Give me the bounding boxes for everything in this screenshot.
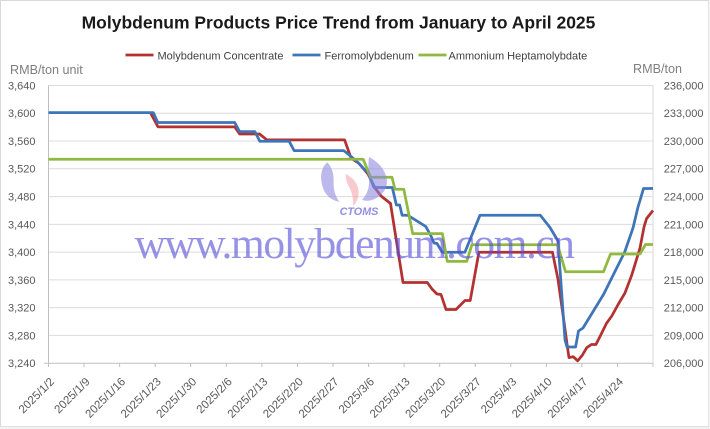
svg-text:215,000: 215,000 <box>664 275 704 287</box>
svg-text:3,600: 3,600 <box>8 108 36 120</box>
svg-text:3,320: 3,320 <box>8 303 36 315</box>
svg-text:221,000: 221,000 <box>664 219 704 231</box>
svg-text:3,480: 3,480 <box>8 192 36 204</box>
svg-text:3,640: 3,640 <box>8 80 36 92</box>
svg-text:224,000: 224,000 <box>664 192 704 204</box>
svg-text:3,360: 3,360 <box>8 275 36 287</box>
svg-text:3,400: 3,400 <box>8 247 36 259</box>
svg-text:3,520: 3,520 <box>8 164 36 176</box>
svg-text:233,000: 233,000 <box>664 108 704 120</box>
svg-text:227,000: 227,000 <box>664 164 704 176</box>
svg-text:3,240: 3,240 <box>8 358 36 370</box>
svg-text:209,000: 209,000 <box>664 330 704 342</box>
svg-text:3,440: 3,440 <box>8 219 36 231</box>
svg-text:236,000: 236,000 <box>664 80 704 92</box>
svg-text:RMB/ton: RMB/ton <box>633 62 682 76</box>
svg-text:Molybdenum Concentrate: Molybdenum Concentrate <box>158 51 284 63</box>
svg-text:Molybdenum Products Price Tren: Molybdenum Products Price Trend from Jan… <box>82 13 596 33</box>
svg-text:RMB/ton unit: RMB/ton unit <box>10 63 83 77</box>
svg-text:206,000: 206,000 <box>664 358 704 370</box>
svg-text:218,000: 218,000 <box>664 247 704 259</box>
svg-text:Ferromolybdenum: Ferromolybdenum <box>325 51 414 63</box>
svg-text:www.molybdenum.com.cn: www.molybdenum.com.cn <box>134 220 575 268</box>
svg-text:3,560: 3,560 <box>8 136 36 148</box>
svg-text:212,000: 212,000 <box>664 303 704 315</box>
svg-text:3,280: 3,280 <box>8 330 36 342</box>
svg-text:CTOMS: CTOMS <box>340 206 380 218</box>
svg-text:230,000: 230,000 <box>664 136 704 148</box>
svg-text:Ammonium Heptamolybdate: Ammonium Heptamolybdate <box>449 51 588 63</box>
